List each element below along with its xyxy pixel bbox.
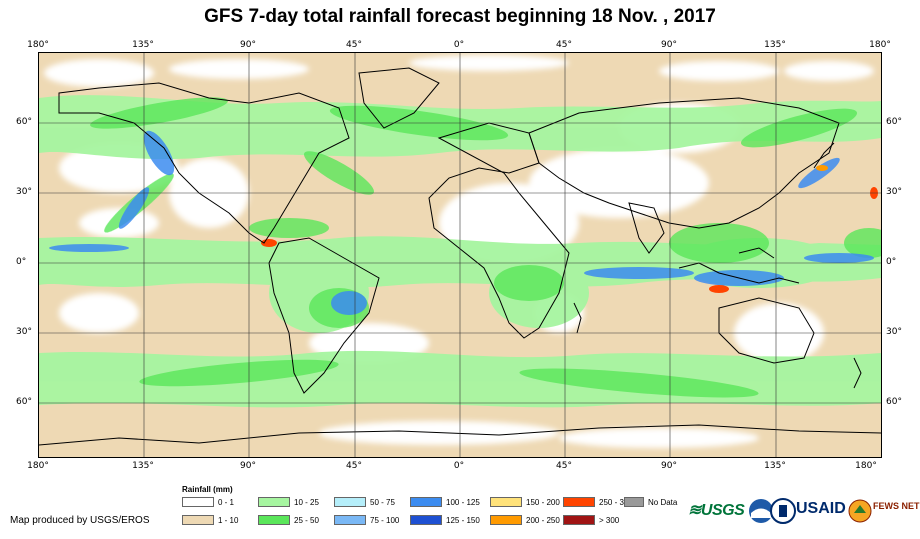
legend-label: 100 - 125 <box>446 497 480 507</box>
legend-swatch <box>334 497 366 507</box>
legend-swatch <box>563 515 595 525</box>
legend-item-3: 25 - 50 <box>258 515 319 525</box>
lat-label-left-1: 30° <box>16 187 32 197</box>
lat-label-right-0: 60° <box>886 117 902 127</box>
lon-label-top-4: 0° <box>453 40 465 50</box>
legend-swatch <box>410 515 442 525</box>
south-america-outline <box>268 237 380 394</box>
legend-label: 250 - 300 <box>599 497 633 507</box>
legend-item-4: 50 - 75 <box>334 497 395 507</box>
lon-label-bottom-7: 135° <box>764 461 786 471</box>
noaa-logo-icon <box>749 499 773 523</box>
lon-label-bottom-8: 180° <box>855 461 877 471</box>
graticule <box>39 53 881 457</box>
fews-net-emblem-icon <box>848 499 872 523</box>
legend-label: No Data <box>648 497 678 507</box>
legend-label: 50 - 75 <box>370 497 395 507</box>
legend-swatch <box>258 497 290 507</box>
lon-label-top-0: 180° <box>27 40 49 50</box>
legend-label: 200 - 250 <box>526 515 560 525</box>
legend-label: 10 - 25 <box>294 497 319 507</box>
legend-label: > 300 <box>599 515 620 525</box>
lat-label-left-2: 0° <box>16 257 27 267</box>
madagascar-outline <box>573 302 582 334</box>
lon-label-top-2: 90° <box>240 40 256 50</box>
lon-label-top-7: 135° <box>764 40 786 50</box>
legend-swatch <box>182 497 214 507</box>
legend-item-12: No Data <box>624 497 677 507</box>
legend-item-2: 10 - 25 <box>258 497 319 507</box>
lon-label-bottom-4: 0° <box>453 461 465 471</box>
greenland-outline <box>358 67 440 129</box>
legend-item-8: 150 - 200 <box>490 497 560 507</box>
legend-swatch <box>334 515 366 525</box>
legend-item-10: 250 - 300 <box>563 497 633 507</box>
usaid-seal-icon <box>770 498 796 524</box>
legend-swatch <box>410 497 442 507</box>
lat-label-right-1: 30° <box>886 187 902 197</box>
lon-label-top-1: 135° <box>132 40 154 50</box>
map-title: GFS 7-day total rainfall forecast beginn… <box>204 6 716 27</box>
legend-label: 125 - 150 <box>446 515 480 525</box>
lon-label-bottom-3: 45° <box>346 461 362 471</box>
legend-label: 25 - 50 <box>294 515 319 525</box>
legend-item-1: 1 - 10 <box>182 515 238 525</box>
rainfall-map <box>38 52 882 458</box>
india-outline <box>628 202 665 254</box>
lat-label-left-0: 60° <box>16 117 32 127</box>
lon-label-top-6: 90° <box>661 40 677 50</box>
lon-label-bottom-1: 135° <box>132 461 154 471</box>
japan-outline <box>813 142 835 169</box>
legend-swatch <box>258 515 290 525</box>
lon-label-top-8: 180° <box>869 40 891 50</box>
lon-label-bottom-6: 90° <box>661 461 677 471</box>
legend-item-7: 125 - 150 <box>410 515 480 525</box>
new-zealand-outline <box>853 357 862 389</box>
usgs-logo: ≋USGS <box>688 502 745 519</box>
australia-outline <box>718 297 815 364</box>
legend-swatch <box>490 497 522 507</box>
antarctica-outline <box>39 424 881 446</box>
lat-label-left-4: 60° <box>16 397 32 407</box>
legend-label: 0 - 1 <box>218 497 235 507</box>
legend-swatch <box>490 515 522 525</box>
north-america-outline <box>58 82 350 244</box>
legend-label: 1 - 10 <box>218 515 239 525</box>
legend-label: 150 - 200 <box>526 497 560 507</box>
usaid-logo: USAID <box>796 500 846 517</box>
lon-label-bottom-0: 180° <box>27 461 49 471</box>
lat-label-right-4: 60° <box>886 397 902 407</box>
lat-label-left-3: 30° <box>16 327 32 337</box>
legend-item-6: 100 - 125 <box>410 497 480 507</box>
legend-item-11: > 300 <box>563 515 619 525</box>
lon-label-bottom-2: 90° <box>240 461 256 471</box>
lon-label-bottom-5: 45° <box>556 461 572 471</box>
europe-africa-outline <box>428 122 570 339</box>
credit-text: Map produced by USGS/EROS <box>10 515 150 526</box>
fews-net-logo: FEWS NET <box>873 501 920 511</box>
legend-swatch <box>563 497 595 507</box>
rainfall-map-svg <box>39 53 881 457</box>
legend-item-5: 75 - 100 <box>334 515 399 525</box>
legend-label: 75 - 100 <box>370 515 400 525</box>
lat-label-right-3: 30° <box>886 327 902 337</box>
lon-label-top-3: 45° <box>346 40 362 50</box>
lat-label-right-2: 0° <box>886 257 897 267</box>
legend-swatch <box>624 497 644 507</box>
continent-outlines <box>39 67 881 446</box>
legend-swatch <box>182 515 214 525</box>
legend-title: Rainfall (mm) <box>182 485 233 494</box>
lon-label-top-5: 45° <box>556 40 572 50</box>
legend-item-9: 200 - 250 <box>490 515 560 525</box>
legend-item-0: 0 - 1 <box>182 497 234 507</box>
